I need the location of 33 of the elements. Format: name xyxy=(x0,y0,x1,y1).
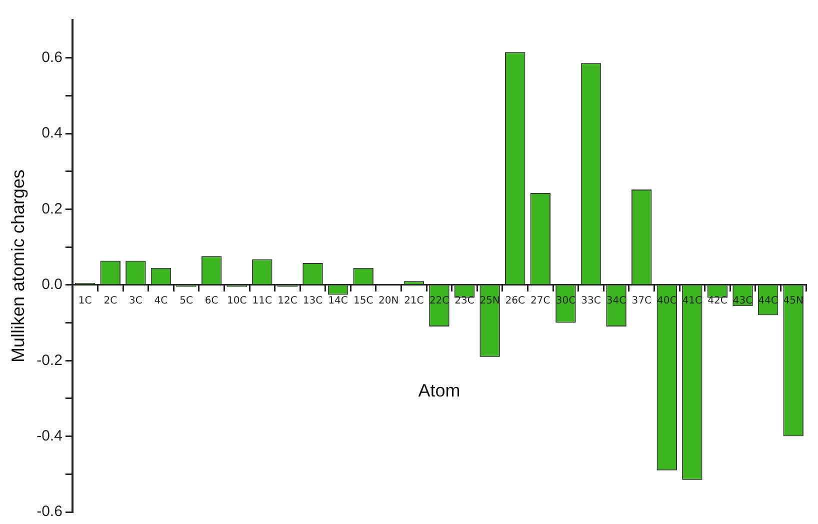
x-tick-label: 22C xyxy=(429,296,450,307)
x-tick-label: 42C xyxy=(708,296,728,307)
x-tick-label: 11C xyxy=(252,296,272,307)
x-tick-label: 4C xyxy=(154,296,168,307)
x-axis-title: Atom xyxy=(418,380,460,401)
y-tick-label: -0.4 xyxy=(36,427,62,444)
y-axis-title: Mulliken atomic charges xyxy=(8,169,28,363)
x-tick-label: 5C xyxy=(180,296,193,307)
x-tick-label: 13C xyxy=(302,296,323,307)
x-tick-label: 20N xyxy=(378,296,399,307)
x-tick-label: 14C xyxy=(328,296,348,307)
x-tick-label: 12C xyxy=(278,296,298,307)
x-tick-label: 23C xyxy=(454,296,474,307)
y-tick-label: 0.2 xyxy=(42,200,62,218)
y-tick-label: -0.2 xyxy=(36,352,62,369)
x-tick-label: 15C xyxy=(353,296,374,307)
y-tick-label: -0.6 xyxy=(36,503,62,520)
x-tick-label: 2C xyxy=(104,296,118,307)
x-tick-label: 1C xyxy=(78,296,92,307)
x-tick-label: 6C xyxy=(204,296,218,307)
x-tick-label: 3C xyxy=(129,296,142,307)
y-tick-label: 0.0 xyxy=(42,276,62,294)
y-tick-label: 0.6 xyxy=(42,48,62,66)
x-tick-label: 30C xyxy=(556,296,576,307)
x-tick-label: 21C xyxy=(404,296,424,307)
x-tick-label: 37C xyxy=(632,296,652,307)
x-tick-label: 34C xyxy=(606,296,626,307)
x-tick-label: 26C xyxy=(505,296,525,307)
x-tick-label: 27C xyxy=(530,296,550,307)
x-tick-label: 25N xyxy=(480,296,500,307)
x-tick-label: 10C xyxy=(227,296,247,307)
x-tick-label: 33C xyxy=(581,296,601,307)
y-tick-label: 0.4 xyxy=(42,124,62,142)
